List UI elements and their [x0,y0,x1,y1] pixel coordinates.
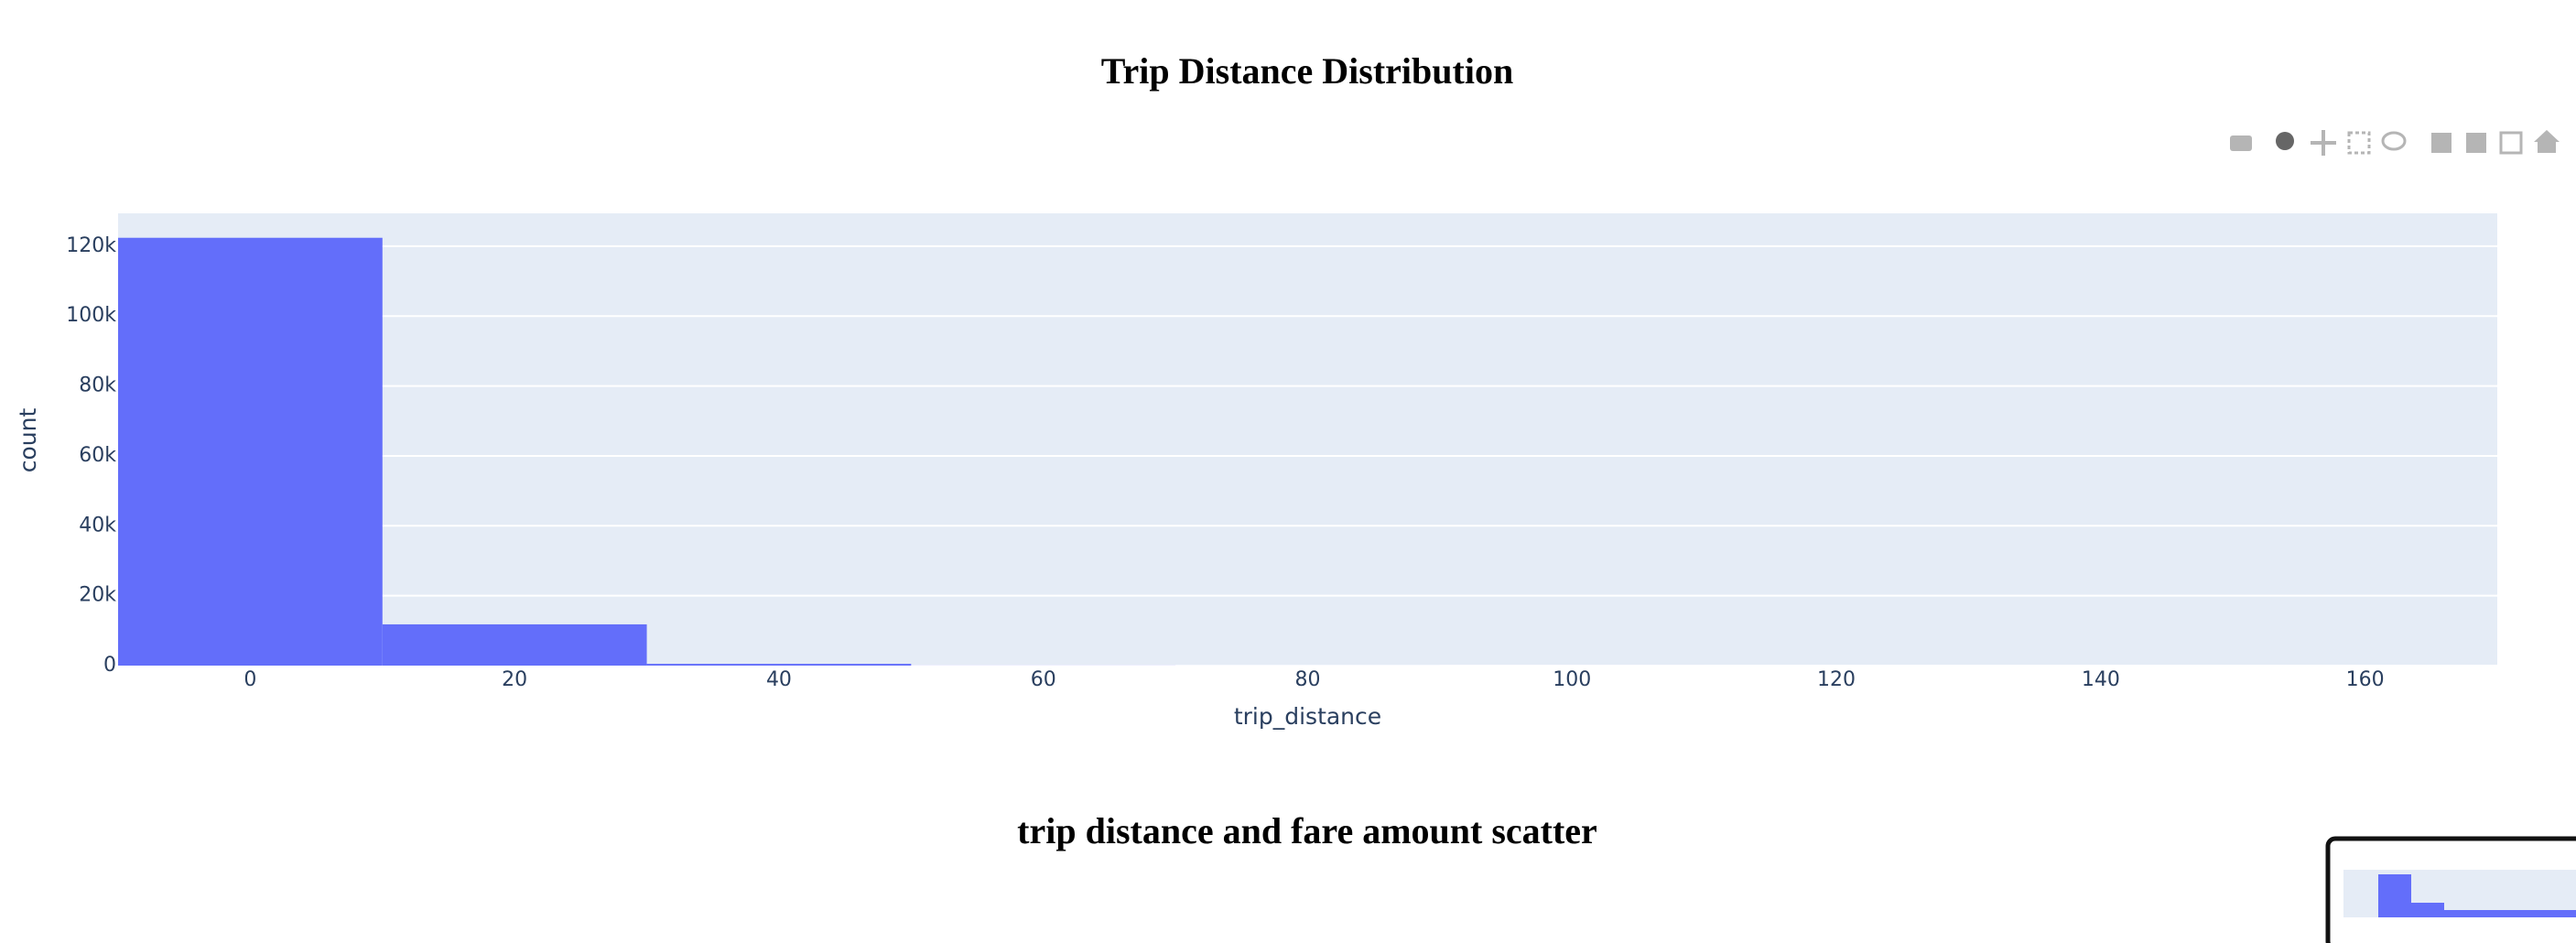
x-tick-label: 140 [2082,668,2120,691]
y-tick-label: 120k [66,234,116,257]
zoom-out-icon[interactable] [2466,133,2486,153]
x-tick-label: 160 [2346,668,2385,691]
chart-title: Trip Distance Distribution [1101,50,1513,92]
y-tick-label: 0 [103,654,116,677]
thumbnail-bar [2444,910,2576,917]
y-tick-label: 60k [79,444,116,467]
camera-icon[interactable] [2230,135,2252,151]
toolbar [2230,130,2560,156]
thumbnail[interactable] [2325,836,2576,943]
thumbnail-bar [2378,874,2411,917]
x-axis-title: trip_distance [1234,703,1381,730]
bar [118,237,383,666]
y-tick-label: 100k [66,304,116,327]
plot-background [118,213,2497,666]
thumbnail-bar [2411,903,2444,917]
autoscale-icon[interactable] [2499,131,2523,155]
box-select-icon[interactable] [2347,131,2371,155]
x-tick-label: 20 [502,668,527,691]
x-tick-label: 120 [1817,668,1856,691]
x-tick-label: 100 [1553,668,1591,691]
y-tick-label: 80k [79,374,116,397]
y-axis-title: count [15,408,41,473]
bar [382,623,647,666]
zoom-icon[interactable] [2276,132,2294,150]
zoom-in-icon[interactable] [2431,133,2452,153]
pan-icon[interactable] [2311,130,2336,156]
x-tick-label: 80 [1295,668,1321,691]
x-tick-label: 0 [244,668,256,691]
y-tick-label: 20k [79,584,116,607]
reset-icon[interactable] [2534,130,2560,153]
lasso-icon[interactable] [2381,131,2407,151]
y-tick-label: 40k [79,514,116,537]
x-tick-label: 40 [766,668,792,691]
bar [646,664,912,666]
x-tick-label: 60 [1031,668,1056,691]
next-chart-title: trip distance and fare amount scatter [1017,810,1597,851]
